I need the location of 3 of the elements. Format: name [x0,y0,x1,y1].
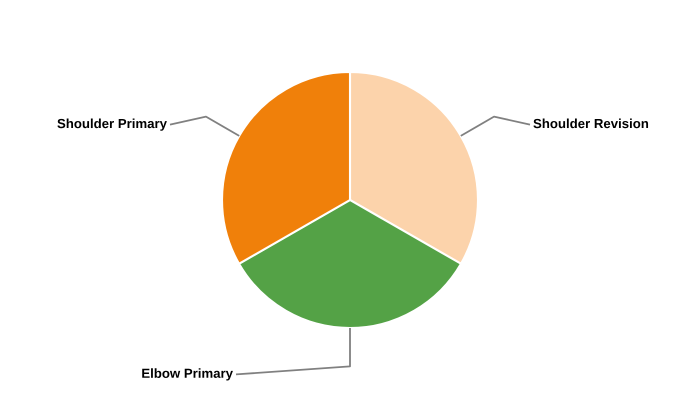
slice-label: Elbow Primary [142,368,233,381]
slice-label: Shoulder Primary [57,118,167,131]
slice-label: Shoulder Revision [533,118,648,128]
